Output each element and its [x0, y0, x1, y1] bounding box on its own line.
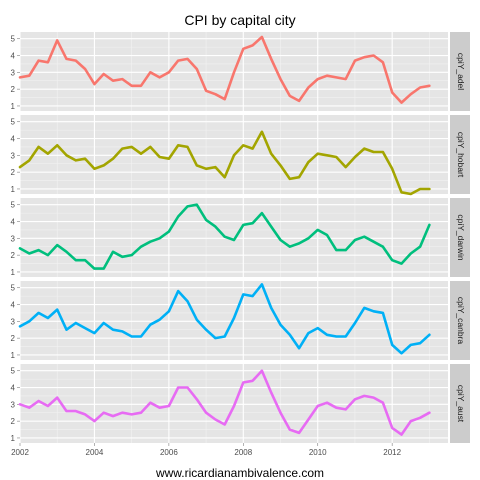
y-tick-label: 1 — [11, 434, 16, 443]
series-line-cpiy-hobart — [18, 130, 431, 196]
facet-label: cpiY_adel — [456, 53, 466, 90]
facet-strip — [450, 198, 470, 277]
facet-strip — [450, 115, 470, 194]
y-tick-label: 4 — [11, 218, 16, 227]
y-tick-label: 1 — [11, 185, 16, 194]
facet-strip — [450, 364, 470, 443]
series-line-cpiy-canbra — [18, 283, 431, 355]
y-tick-label: 2 — [11, 85, 16, 94]
y-tick-label: 3 — [11, 400, 16, 409]
y-tick-label: 2 — [11, 251, 16, 260]
y-tick-label: 1 — [11, 102, 16, 111]
y-tick-label: 3 — [11, 317, 16, 326]
facet-strip — [450, 281, 470, 360]
x-tick-label: 2006 — [160, 448, 178, 457]
y-tick-label: 4 — [11, 52, 16, 61]
facet-label: cpiY_hobart — [456, 132, 466, 178]
facet-label: cpiY_darwin — [456, 214, 466, 261]
chart-title: CPI by capital city — [184, 12, 296, 28]
y-tick-label: 4 — [11, 135, 16, 144]
y-tick-label: 1 — [11, 268, 16, 277]
panel-background — [20, 198, 448, 277]
y-tick-label: 5 — [11, 35, 16, 44]
series-line-cpiy-adel — [18, 35, 431, 104]
y-tick-label: 5 — [11, 201, 16, 210]
x-tick-label: 2012 — [383, 448, 401, 457]
facet-label: cpiY_canbra — [456, 297, 466, 345]
x-tick-label: 2004 — [86, 448, 104, 457]
y-tick-label: 4 — [11, 301, 16, 310]
y-tick-label: 5 — [11, 284, 16, 293]
y-tick-label: 4 — [11, 384, 16, 393]
y-tick-label: 5 — [11, 367, 16, 376]
y-tick-label: 2 — [11, 168, 16, 177]
series-line-cpiy-aust — [18, 369, 431, 436]
y-tick-label: 3 — [11, 234, 16, 243]
facet-strip — [450, 32, 470, 111]
y-tick-label: 3 — [11, 151, 16, 160]
series-line-cpiy-darwin — [18, 203, 431, 270]
x-tick-label: 2010 — [309, 448, 327, 457]
x-tick-label: 2002 — [11, 448, 29, 457]
y-tick-label: 3 — [11, 68, 16, 77]
x-tick-label: 2008 — [234, 448, 252, 457]
chart-caption: www.ricardianambivalence.com — [155, 466, 325, 480]
y-tick-label: 2 — [11, 334, 16, 343]
facet-label: cpiY_aust — [456, 385, 466, 423]
y-tick-label: 1 — [11, 351, 16, 360]
y-tick-label: 5 — [11, 118, 16, 127]
y-tick-label: 2 — [11, 417, 16, 426]
